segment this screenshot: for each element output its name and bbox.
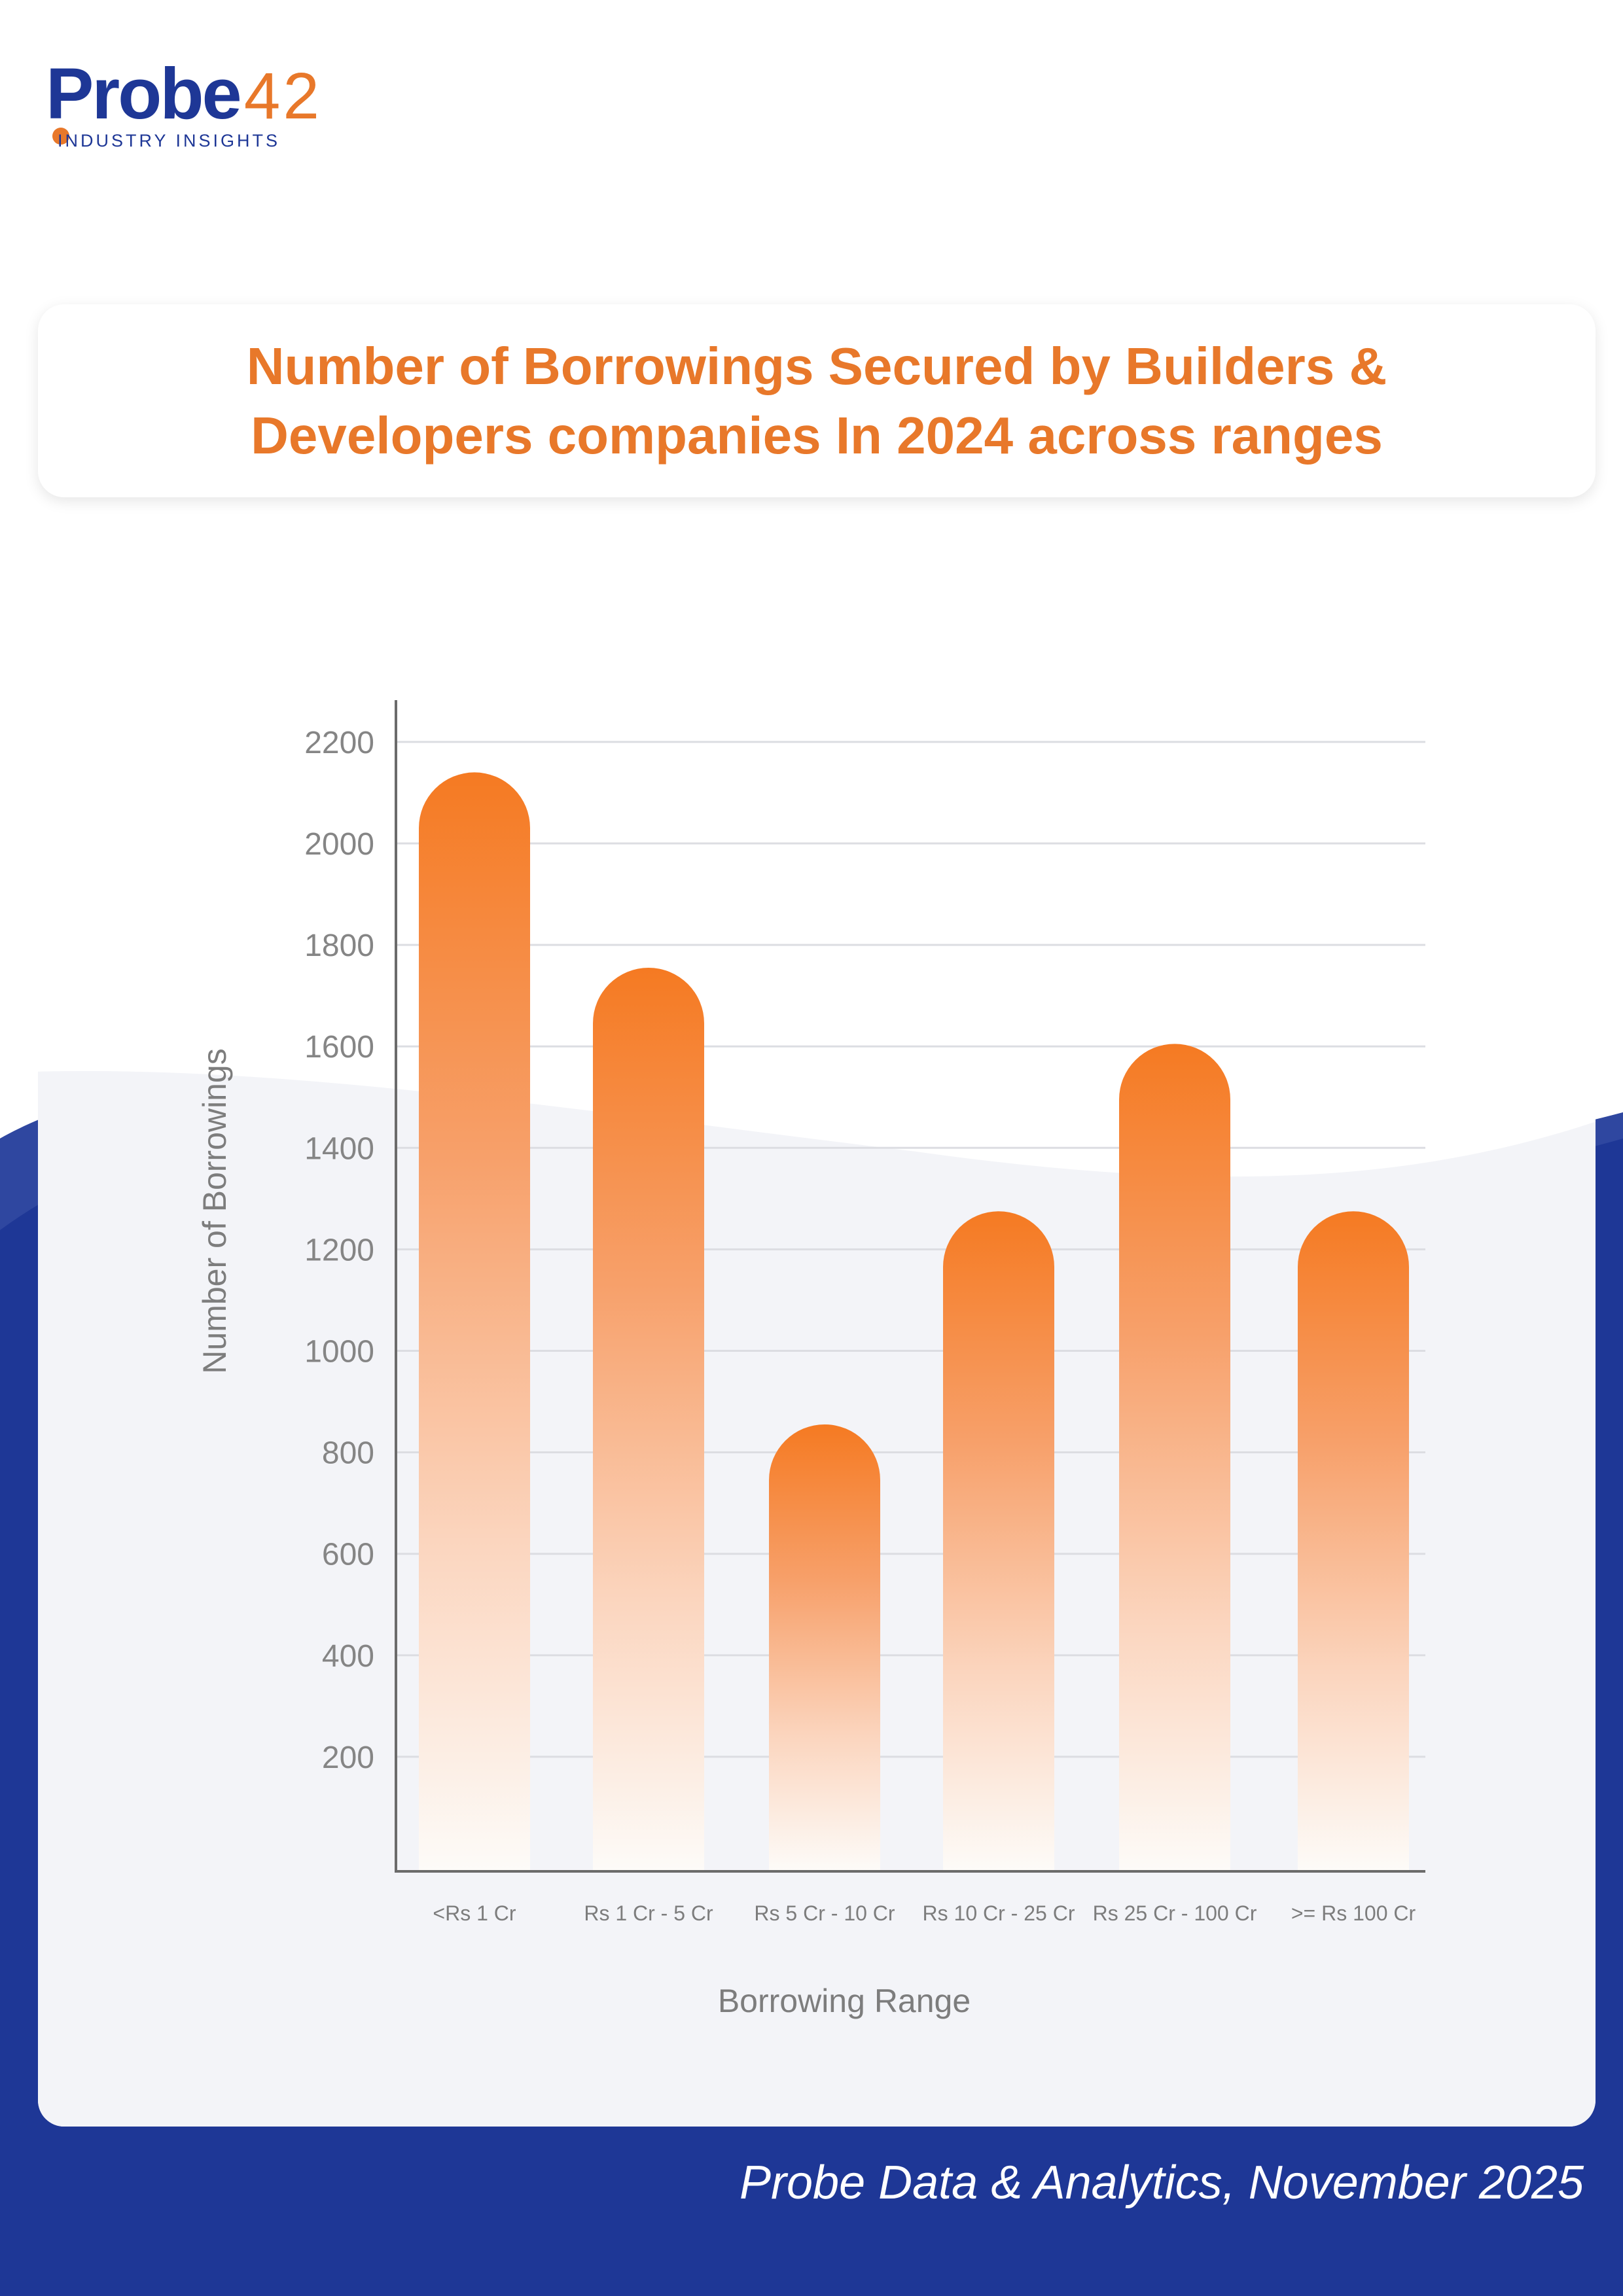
logo-tagline: INDUSTRY INSIGHTS — [58, 131, 281, 150]
y-tick-label: 1800 — [304, 928, 374, 963]
logo-brand: Probe — [46, 54, 242, 134]
x-tick-label: <Rs 1 Cr — [433, 1901, 516, 1925]
y-tick-label: 1400 — [304, 1131, 374, 1166]
y-axis-title: Number of Borrowings — [196, 1048, 233, 1373]
logo-dot-icon — [52, 128, 69, 145]
x-tick-label: Rs 25 Cr - 100 Cr — [1093, 1901, 1257, 1925]
y-tick-label: 800 — [322, 1436, 374, 1471]
y-tick-label: 600 — [322, 1538, 374, 1572]
y-tick-label: 2000 — [304, 827, 374, 862]
x-tick-label: Rs 10 Cr - 25 Cr — [923, 1901, 1075, 1925]
bar — [769, 1424, 880, 1870]
title-card: Number of Borrowings Secured by Builders… — [38, 304, 1596, 497]
bar — [419, 772, 530, 1870]
y-tick-label: 1200 — [304, 1233, 374, 1267]
bar — [1298, 1211, 1409, 1870]
chart-title: Number of Borrowings Secured by Builders… — [246, 336, 1387, 465]
x-tick-label: >= Rs 100 Cr — [1291, 1901, 1416, 1925]
probe42-logo: Probe42 INDUSTRY INSIGHTS — [33, 33, 319, 157]
bar — [593, 967, 704, 1870]
logo-number: 42 — [243, 60, 322, 133]
footer-source: Probe Data & Analytics, November 2025 — [740, 2157, 1584, 2209]
y-tick-label: 200 — [322, 1740, 374, 1775]
y-tick-label: 1000 — [304, 1335, 374, 1369]
y-tick-label: 1600 — [304, 1030, 374, 1065]
x-axis-title: Borrowing Range — [718, 1983, 971, 2019]
bar — [943, 1211, 1054, 1870]
bar — [1119, 1044, 1230, 1870]
x-tick-label: Rs 1 Cr - 5 Cr — [584, 1901, 713, 1925]
x-tick-label: Rs 5 Cr - 10 Cr — [754, 1901, 895, 1925]
y-tick-label: 400 — [322, 1639, 374, 1674]
y-tick-label: 2200 — [304, 726, 374, 760]
